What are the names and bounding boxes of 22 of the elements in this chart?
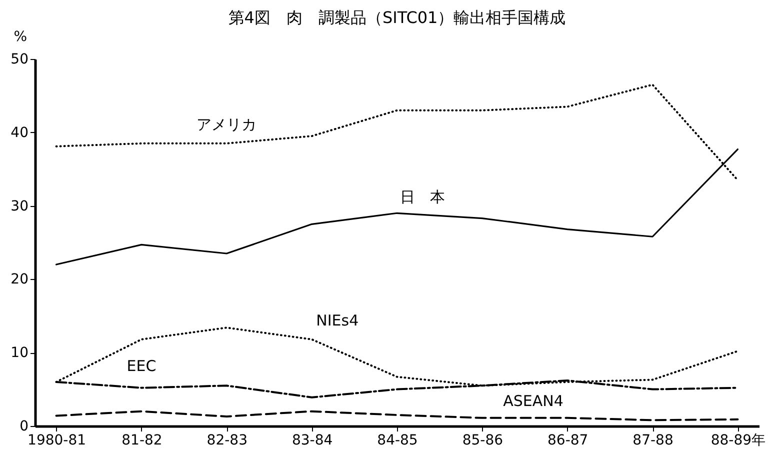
x-tick-label: 82-83 bbox=[206, 432, 248, 448]
series-label: NIEs4 bbox=[316, 311, 359, 330]
chart-title: 第4図 肉 調製品（SITC01）輸出相手国構成 bbox=[228, 8, 566, 27]
x-tick-label: 83-84 bbox=[292, 432, 333, 448]
y-tick-label: 50 bbox=[10, 52, 28, 68]
y-tick-label: 0 bbox=[20, 418, 28, 434]
y-axis-title: % bbox=[14, 29, 27, 45]
x-tick-label: 87-88 bbox=[632, 432, 674, 448]
series-label: アメリカ bbox=[196, 115, 257, 134]
x-tick-label: 88-89年 bbox=[710, 432, 766, 448]
x-tick-label: 81-82 bbox=[122, 432, 162, 448]
y-tick-label: 40 bbox=[10, 124, 28, 141]
y-tick-label: 20 bbox=[10, 272, 28, 288]
x-tick-label: 85-86 bbox=[462, 432, 504, 448]
x-tick-label: 86-87 bbox=[548, 432, 588, 448]
series-label: 日 本 bbox=[400, 188, 446, 206]
x-tick-label: 1980-81 bbox=[28, 432, 86, 448]
x-tick-label: 84-85 bbox=[377, 432, 418, 448]
y-tick-label: 10 bbox=[10, 345, 28, 362]
y-tick-label: 30 bbox=[10, 198, 28, 214]
series-label: ASEAN4 bbox=[503, 392, 564, 410]
series-label: EEC bbox=[126, 356, 156, 375]
